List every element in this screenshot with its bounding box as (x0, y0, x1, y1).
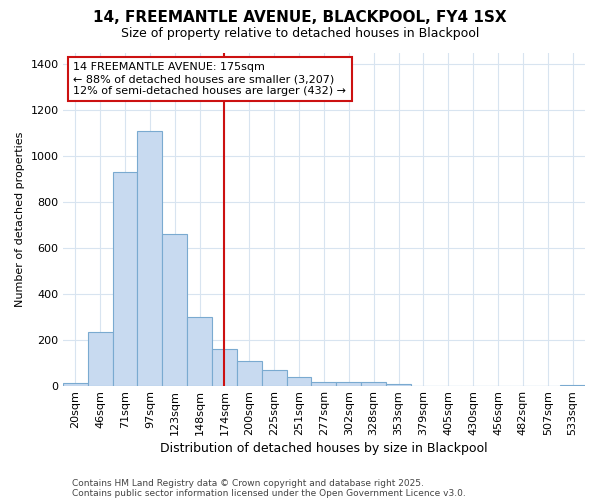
Bar (361, 382, 386, 386)
Bar (337, 382, 361, 386)
Bar (88, 332, 113, 386)
Bar (137, 130, 163, 386)
Bar (560, 385, 585, 386)
Bar (113, 172, 137, 386)
Text: Contains HM Land Registry data © Crown copyright and database right 2025.: Contains HM Land Registry data © Crown c… (72, 478, 424, 488)
Text: 14, FREEMANTLE AVENUE, BLACKPOOL, FY4 1SX: 14, FREEMANTLE AVENUE, BLACKPOOL, FY4 1S… (93, 10, 507, 25)
Bar (287, 377, 311, 386)
Bar (63, 383, 88, 386)
Y-axis label: Number of detached properties: Number of detached properties (15, 132, 25, 307)
Text: Size of property relative to detached houses in Blackpool: Size of property relative to detached ho… (121, 28, 479, 40)
Bar (237, 361, 262, 386)
Bar (187, 317, 212, 386)
Bar (262, 370, 287, 386)
Text: Contains public sector information licensed under the Open Government Licence v3: Contains public sector information licen… (72, 488, 466, 498)
Bar (212, 349, 237, 386)
Text: 14 FREEMANTLE AVENUE: 175sqm
← 88% of detached houses are smaller (3,207)
12% of: 14 FREEMANTLE AVENUE: 175sqm ← 88% of de… (73, 62, 346, 96)
Bar (163, 234, 187, 386)
X-axis label: Distribution of detached houses by size in Blackpool: Distribution of detached houses by size … (160, 442, 488, 455)
Bar (386, 384, 411, 386)
Bar (311, 382, 337, 386)
